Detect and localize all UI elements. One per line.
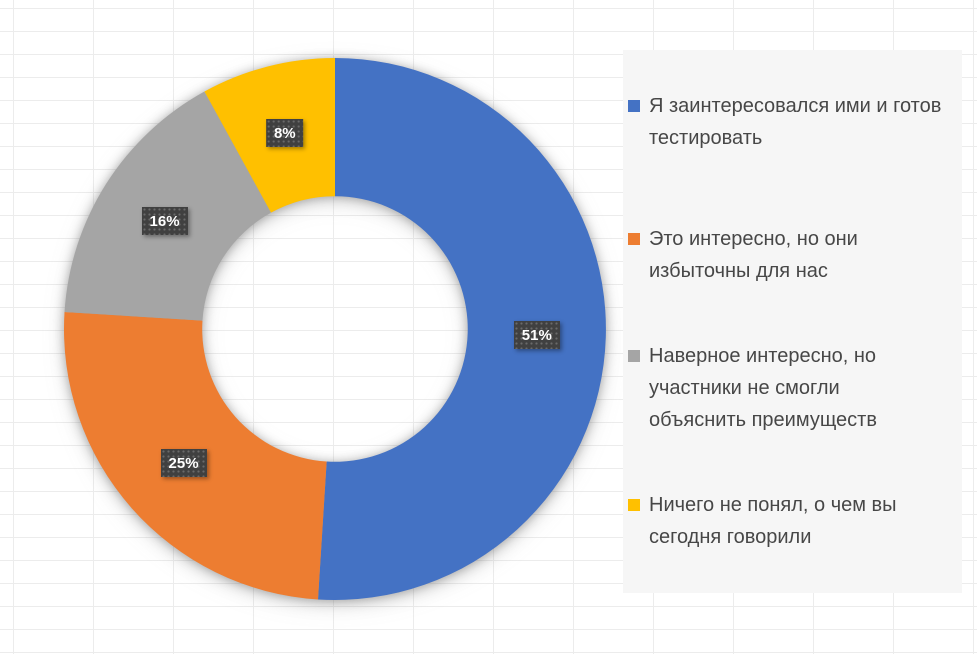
legend-swatch-gray <box>628 349 640 362</box>
chart-legend: Я заинтересовался ими и готов тестироват… <box>623 50 962 593</box>
legend-item-1[interactable]: Я заинтересовался ими и готов тестироват… <box>628 90 941 154</box>
data-label-3[interactable]: 16% <box>141 206 188 235</box>
legend-slot: Я заинтересовался ими и готов тестироват… <box>628 56 962 189</box>
legend-slot: Наверное интересно, но участники не смог… <box>628 322 962 455</box>
legend-slot: Это интересно, но они избыточны для нас <box>628 189 962 322</box>
legend-label: Наверное интересно, но участники не смог… <box>649 344 877 431</box>
legend-label: Я заинтересовался ими и готов тестироват… <box>649 95 942 150</box>
legend-item-3[interactable]: Наверное интересно, но участники не смог… <box>628 340 877 436</box>
legend-item-4[interactable]: Ничего не понял, о чем вы сегодня говори… <box>628 489 897 553</box>
legend-swatch-orange <box>628 233 640 246</box>
legend-slot: Ничего не понял, о чем вы сегодня говори… <box>628 454 962 587</box>
data-label-4[interactable]: 8% <box>265 119 304 148</box>
legend-swatch-yellow <box>628 498 640 511</box>
donut-slice-1[interactable] <box>317 58 606 600</box>
data-label-1[interactable]: 51% <box>513 321 560 350</box>
legend-label: Это интересно, но они избыточны для нас <box>649 228 858 283</box>
legend-label: Ничего не понял, о чем вы сегодня говори… <box>649 493 897 548</box>
data-label-2[interactable]: 25% <box>160 448 207 477</box>
legend-swatch-blue <box>628 100 640 113</box>
donut-slice-3[interactable] <box>64 91 272 321</box>
legend-item-2[interactable]: Это интересно, но они избыточны для нас <box>628 223 858 287</box>
